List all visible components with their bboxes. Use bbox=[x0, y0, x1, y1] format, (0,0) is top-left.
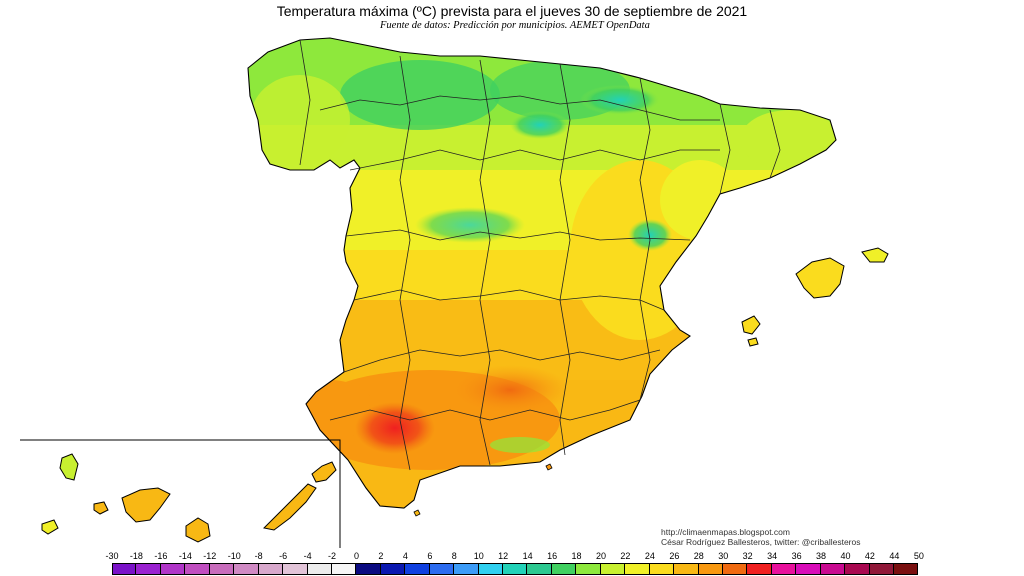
legend-swatch bbox=[112, 563, 137, 575]
la-palma bbox=[59, 453, 79, 481]
legend-swatch bbox=[674, 563, 699, 575]
ceuta bbox=[413, 509, 421, 517]
legend-swatch bbox=[576, 563, 601, 575]
balearic-islands bbox=[741, 247, 889, 347]
legend-swatch bbox=[722, 563, 748, 575]
legend-swatch bbox=[258, 563, 284, 575]
legend-tick-label: 22 bbox=[620, 551, 631, 561]
legend-swatch bbox=[136, 563, 161, 575]
legend-swatch bbox=[478, 563, 503, 575]
legend-tick-label: -4 bbox=[303, 551, 312, 561]
legend-tick-label: 18 bbox=[571, 551, 582, 561]
legend-tick-label: -16 bbox=[154, 551, 168, 561]
legend-tick-label: 24 bbox=[644, 551, 655, 561]
legend-swatch bbox=[234, 563, 259, 575]
legend-tick-label: 38 bbox=[816, 551, 827, 561]
legend-swatch bbox=[503, 563, 528, 575]
melilla bbox=[545, 463, 553, 471]
legend-swatch bbox=[429, 563, 455, 575]
legend-tick-label: -30 bbox=[105, 551, 119, 561]
legend-tick-label: 20 bbox=[595, 551, 607, 561]
legend-swatch bbox=[698, 563, 723, 575]
legend-tick-label: 40 bbox=[840, 551, 851, 561]
legend-tick-label: 0 bbox=[353, 551, 360, 561]
legend-tick-label: 6 bbox=[427, 551, 433, 561]
credits: http://climaenmapas.blogspot.com César R… bbox=[661, 527, 860, 547]
map-subtitle: Fuente de datos: Predicción por municipi… bbox=[380, 20, 650, 31]
legend-tick-label: 8 bbox=[451, 551, 457, 561]
canary-inset-frame bbox=[20, 439, 341, 548]
legend-swatch bbox=[869, 563, 894, 575]
legend-tick-label: 4 bbox=[402, 551, 408, 561]
legend-tick-label: 28 bbox=[693, 551, 704, 561]
formentera bbox=[747, 337, 759, 347]
legend-tick-label: -12 bbox=[203, 551, 217, 561]
peninsula-temperature-field bbox=[248, 38, 836, 508]
legend-tick-label: -14 bbox=[178, 551, 192, 561]
tenerife bbox=[121, 487, 171, 523]
legend-swatch bbox=[894, 563, 919, 575]
legend-tick-label: 10 bbox=[473, 551, 484, 561]
legend-swatch bbox=[649, 563, 675, 575]
legend-tick-label: -6 bbox=[279, 551, 288, 561]
legend-swatch bbox=[380, 563, 406, 575]
legend-colorbar bbox=[112, 563, 919, 576]
legend-tick-label: -8 bbox=[254, 551, 263, 561]
map-title: Temperatura máxima (ºC) prevista para el… bbox=[276, 3, 748, 19]
legend-swatch bbox=[820, 563, 846, 575]
legend-swatch bbox=[747, 563, 772, 575]
legend-swatch bbox=[551, 563, 577, 575]
legend-tick-label: 16 bbox=[547, 551, 558, 561]
legend-tick-label: 2 bbox=[378, 551, 384, 561]
legend-tick-label: 50 bbox=[913, 551, 924, 561]
credits-author: César Rodríguez Ballesteros, twitter: @c… bbox=[661, 537, 861, 547]
legend-tick-label: -18 bbox=[129, 551, 143, 561]
fuerteventura bbox=[262, 483, 317, 531]
legend-swatch bbox=[160, 563, 186, 575]
el-hierro bbox=[41, 519, 59, 535]
legend-tick-label: 32 bbox=[742, 551, 753, 561]
legend-tick-label: -2 bbox=[328, 551, 337, 561]
legend-tick-label: 26 bbox=[669, 551, 680, 561]
canary-islands bbox=[41, 453, 337, 543]
legend-swatch bbox=[283, 563, 308, 575]
legend-tick-label: 36 bbox=[791, 551, 802, 561]
legend-swatch bbox=[845, 563, 870, 575]
legend-tick-label: -10 bbox=[227, 551, 241, 561]
ibiza bbox=[741, 315, 761, 335]
legend-tick-label: 12 bbox=[498, 551, 509, 561]
legend-swatch bbox=[185, 563, 210, 575]
legend-swatch bbox=[771, 563, 797, 575]
legend-swatch bbox=[405, 563, 430, 575]
gran-canaria bbox=[185, 517, 211, 543]
legend-tick-label: 34 bbox=[767, 551, 778, 561]
legend-tick-label: 42 bbox=[864, 551, 875, 561]
mallorca bbox=[795, 257, 845, 299]
lanzarote bbox=[311, 461, 337, 483]
menorca bbox=[861, 247, 889, 263]
legend-swatch bbox=[356, 563, 381, 575]
legend-tick-label: 30 bbox=[718, 551, 729, 561]
legend-swatch bbox=[796, 563, 821, 575]
legend-swatch bbox=[307, 563, 332, 575]
legend-swatch bbox=[600, 563, 626, 575]
legend-swatch bbox=[454, 563, 479, 575]
la-gomera bbox=[93, 501, 109, 515]
legend-swatch bbox=[625, 563, 650, 575]
legend-tick-label: 44 bbox=[889, 551, 900, 561]
legend-swatch bbox=[209, 563, 235, 575]
legend-swatch bbox=[527, 563, 552, 575]
legend-swatch bbox=[331, 563, 357, 575]
credits-blog: http://climaenmapas.blogspot.com bbox=[661, 527, 790, 537]
province-borders bbox=[299, 39, 781, 471]
legend-tick-label: 14 bbox=[522, 551, 533, 561]
legend-ticks: -30 -18 -16 -14 -12 -10 -8 -6 -4 -2 0 2 4 6 8 10 12 14 16 1… bbox=[0, 551, 1024, 563]
